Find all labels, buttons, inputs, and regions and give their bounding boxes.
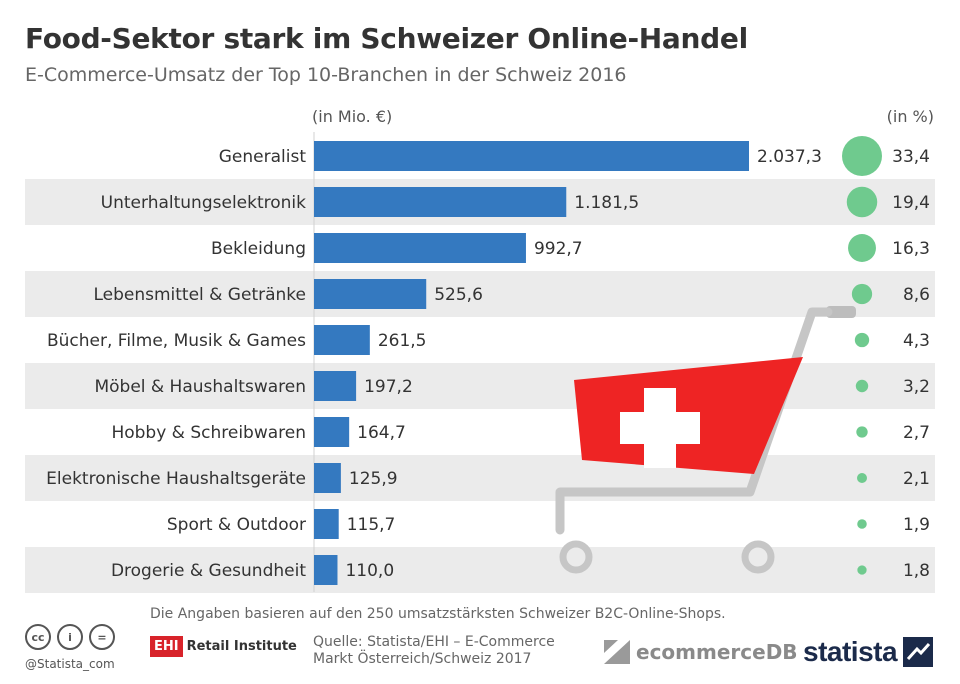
- footnote: Die Angaben basieren auf den 250 umsatzs…: [150, 606, 726, 622]
- share-value-label: 2,7: [903, 423, 930, 443]
- share-bubble: [851, 283, 873, 305]
- row-stripe: [25, 271, 935, 317]
- ecommercedb-text: ecommerceDB: [636, 640, 798, 664]
- category-label: Elektronische Haushaltsgeräte: [46, 469, 306, 489]
- swiss-cross-horizontal: [620, 412, 700, 444]
- category-label: Sport & Outdoor: [167, 515, 306, 535]
- share-value-label: 3,2: [903, 377, 930, 397]
- ecommercedb-logo: ecommerceDB: [604, 640, 798, 664]
- row-stripes: [25, 179, 935, 593]
- cart-wheel-right: [741, 540, 775, 574]
- share-bubble: [857, 565, 867, 575]
- statista-handle: @Statista_com: [25, 657, 115, 671]
- category-label: Generalist: [219, 147, 307, 167]
- ehi-logo: EHI Retail Institute: [150, 636, 297, 657]
- bar: [314, 371, 357, 401]
- statista-logo-text: statista: [803, 636, 898, 667]
- category-label: Möbel & Haushaltswaren: [94, 377, 306, 397]
- source-text: Quelle: Statista/EHI – E-Commerce Markt …: [313, 634, 555, 668]
- cart-wheel-left: [559, 540, 593, 574]
- category-label: Lebensmittel & Getränke: [93, 285, 306, 305]
- share-bubble: [857, 519, 867, 529]
- bar-value-label: 2.037,3: [757, 147, 822, 167]
- ecommercedb-icon: [604, 640, 630, 664]
- bar: [314, 555, 338, 585]
- unit-label-left: (in Mio. €): [312, 107, 393, 126]
- page-title: Food-Sektor stark im Schweizer Online-Ha…: [25, 22, 748, 55]
- bar-value-label: 525,6: [434, 285, 483, 305]
- share-bubble: [855, 379, 869, 393]
- share-value-label: 4,3: [903, 331, 930, 351]
- ehi-logo-box: EHI: [150, 636, 183, 657]
- cart-frame: [555, 307, 833, 535]
- source-line-2: Markt Österreich/Schweiz 2017: [313, 651, 532, 667]
- source-line-1: Quelle: Statista/EHI – E-Commerce: [313, 634, 555, 650]
- statista-logo-icon: [903, 637, 934, 667]
- cc-icon: cc: [25, 624, 51, 650]
- share-value-label: 1,8: [903, 561, 930, 581]
- bar-value-label: 197,2: [364, 377, 413, 397]
- bar-value-label: 164,7: [357, 423, 406, 443]
- share-value-label: 19,4: [892, 193, 930, 213]
- bar-value-label: 125,9: [349, 469, 398, 489]
- category-label: Drogerie & Gesundheit: [111, 561, 306, 581]
- share-value-label: 33,4: [892, 147, 930, 167]
- share-bubble: [842, 136, 882, 176]
- bar: [314, 417, 350, 447]
- share-value-label: 2,1: [903, 469, 930, 489]
- category-label: Unterhaltungselektronik: [101, 193, 306, 213]
- unit-label-right: (in %): [886, 107, 934, 126]
- bar-value-label: 1.181,5: [574, 193, 639, 213]
- bar-value-label: 261,5: [378, 331, 427, 351]
- category-label: Bekleidung: [211, 239, 306, 259]
- bar: [314, 463, 341, 493]
- category-label: Hobby & Schreibwaren: [111, 423, 306, 443]
- row-stripe: [25, 547, 935, 593]
- category-label: Bücher, Filme, Musik & Games: [47, 331, 306, 351]
- row-stripe: [25, 455, 935, 501]
- by-icon: i: [57, 624, 83, 650]
- license-icons: cc i =: [25, 624, 115, 650]
- bar: [314, 187, 567, 217]
- bar: [314, 141, 749, 171]
- page-subtitle: E-Commerce-Umsatz der Top 10-Branchen in…: [25, 64, 627, 86]
- bar-chart: Generalist 2.037,3 33,4 Unterhaltungselektr…: [25, 132, 935, 593]
- share-bubble: [846, 186, 878, 218]
- bar-value-label: 992,7: [534, 239, 583, 259]
- swiss-cart-illustration: [555, 306, 856, 574]
- share-value-label: 16,3: [892, 239, 930, 259]
- bar-value-label: 115,7: [347, 515, 396, 535]
- bar: [314, 509, 339, 539]
- bar: [314, 325, 370, 355]
- share-bubble: [856, 426, 868, 438]
- nd-icon: =: [89, 624, 115, 650]
- cart-handle-grip: [826, 306, 856, 318]
- bar-value-label: 110,0: [345, 561, 394, 581]
- share-bubble: [854, 332, 870, 348]
- share-value-label: 1,9: [903, 515, 930, 535]
- share-bubble: [856, 472, 868, 484]
- statista-logo: statista: [803, 636, 934, 668]
- share-value-label: 8,6: [903, 285, 930, 305]
- ehi-logo-text: Retail Institute: [186, 639, 297, 654]
- bar: [314, 279, 427, 309]
- share-bubble: [848, 234, 876, 262]
- bar: [314, 233, 526, 263]
- chart-marks: Generalist 2.037,3 33,4 Unterhaltungselektr…: [46, 136, 930, 585]
